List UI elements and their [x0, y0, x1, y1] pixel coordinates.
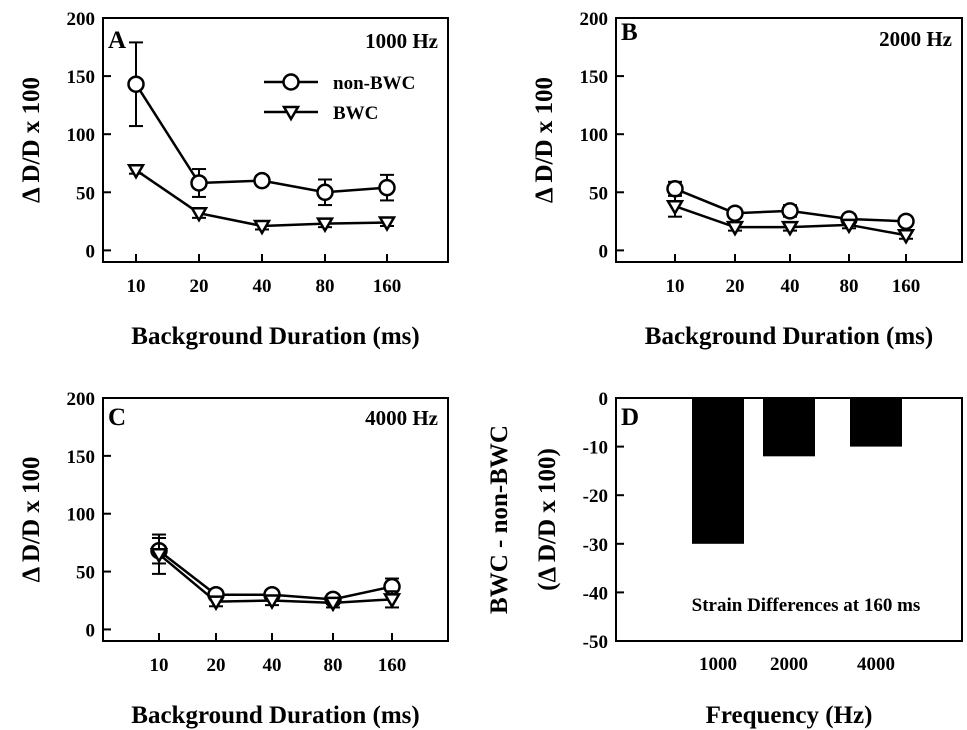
y-tick-label: 0: [86, 241, 96, 262]
frequency-label: 4000 Hz: [365, 406, 438, 430]
data-point-triangle: [780, 220, 800, 237]
y-tick-label: 0: [599, 389, 609, 410]
plot-frame: [102, 17, 449, 263]
panel-b: 0 50 100 150 200 10 20 40 80 160 B 2000 Hz Backgroun…: [531, 9, 963, 350]
frequency-label: 2000 Hz: [879, 27, 952, 51]
y-axis-title: Δ D/D x 100: [18, 77, 45, 203]
panel-letter: C: [108, 404, 126, 431]
x-tick-label: 160: [373, 276, 402, 297]
data-point-triangle: [149, 547, 169, 564]
data-point-triangle: [377, 216, 397, 232]
data-point-triangle: [315, 217, 335, 234]
y-tick-label: 150: [67, 447, 96, 468]
y-tick-label: -40: [583, 583, 608, 604]
legend-label: non-BWC: [333, 73, 415, 94]
data-point-circle: [378, 178, 396, 197]
panel-letter: B: [621, 19, 638, 46]
bar: [692, 398, 744, 544]
x-tick-label: 2000: [770, 654, 808, 675]
x-tick-label: 80: [324, 655, 343, 676]
x-tick-label: 10: [150, 655, 169, 676]
data-point-triangle: [189, 206, 209, 223]
x-axis-title: Background Duration (ms): [645, 323, 933, 350]
legend-label: BWC: [333, 103, 378, 124]
x-tick-label: 1000: [699, 654, 737, 675]
y-tick-label: 150: [580, 67, 609, 88]
panel-a: 0 50 100 150 200 10 20 40 80 160 A 1000 Hz Backgroun…: [18, 9, 449, 350]
x-tick-label: 20: [207, 655, 226, 676]
y-tick-label: 0: [86, 620, 96, 641]
x-tick-label: 160: [378, 655, 407, 676]
data-point-triangle: [206, 595, 226, 612]
x-tick-label: 10: [127, 276, 146, 297]
data-point-circle: [127, 75, 145, 93]
annotation: Strain Differences at 160 ms: [692, 595, 921, 616]
data-point-circle: [726, 204, 744, 222]
x-tick-label: 10: [666, 276, 685, 297]
x-tick-label: 80: [316, 276, 335, 297]
x-tick-label: 80: [840, 276, 859, 297]
y-tick-label: -50: [583, 632, 608, 653]
data-point-triangle: [252, 219, 272, 236]
y-axis-title: BWC - non-BWC: [486, 425, 513, 614]
x-axis-title: Frequency (Hz): [706, 702, 873, 729]
data-point-circle: [190, 174, 208, 192]
y-tick-label: 50: [76, 563, 95, 584]
x-tick-label: 4000: [857, 654, 895, 675]
data-point-circle: [781, 202, 799, 220]
legend-marker-triangle: [281, 105, 301, 122]
data-point-triangle: [725, 220, 745, 237]
x-tick-label: 40: [263, 655, 282, 676]
y-tick-label: 0: [599, 241, 609, 262]
y-tick-label: 50: [589, 183, 608, 204]
data-point-triangle: [665, 199, 685, 216]
bar: [850, 398, 902, 447]
frequency-label: 1000 Hz: [365, 29, 438, 53]
data-point-circle: [253, 171, 271, 190]
data-point-triangle: [839, 218, 859, 235]
y-tick-label: 100: [67, 125, 96, 146]
x-axis-title: Background Duration (ms): [131, 323, 419, 350]
x-tick-label: 20: [726, 276, 745, 297]
y-tick-label: -10: [583, 438, 608, 459]
y-tick-label: 200: [580, 9, 609, 30]
y-tick-label: -30: [583, 535, 608, 556]
data-point-triangle: [896, 229, 916, 245]
plot-frame: [102, 397, 449, 642]
y-tick-label: 100: [67, 505, 96, 526]
data-point-circle: [666, 180, 684, 198]
y-tick-label: 100: [580, 125, 609, 146]
legend: non-BWC BWC: [264, 73, 415, 124]
panel-letter: A: [108, 27, 126, 54]
bar: [763, 398, 815, 457]
data-point-triangle: [262, 594, 282, 610]
y-tick-label: 150: [67, 67, 96, 88]
y-axis-title: (Δ D/D x 100): [534, 448, 561, 591]
y-tick-label: -20: [583, 486, 608, 507]
x-axis-title: Background Duration (ms): [131, 702, 419, 729]
data-point-triangle: [323, 596, 343, 613]
x-tick-label: 40: [781, 276, 800, 297]
y-tick-label: 200: [67, 9, 96, 30]
panel-letter: D: [621, 404, 639, 431]
panel-d: 0 -10 -20 -30 -40 -50 1000 2000 4000 D Strain Diff…: [486, 389, 963, 729]
data-point-circle: [897, 212, 915, 231]
x-tick-label: 40: [253, 276, 272, 297]
data-point-circle: [316, 183, 334, 202]
x-tick-label: 160: [892, 276, 921, 297]
legend-marker-circle: [282, 73, 300, 91]
data-point-triangle: [126, 163, 146, 180]
y-tick-label: 200: [67, 389, 96, 410]
y-tick-label: 50: [76, 183, 95, 204]
x-tick-label: 20: [190, 276, 209, 297]
y-axis-title: Δ D/D x 100: [18, 456, 45, 582]
y-axis-title: Δ D/D x 100: [531, 77, 558, 203]
panel-c: 0 50 100 150 200 10 20 40 80 160 C 4000 Hz Backgroun…: [18, 389, 449, 729]
data-point-triangle: [382, 593, 402, 609]
